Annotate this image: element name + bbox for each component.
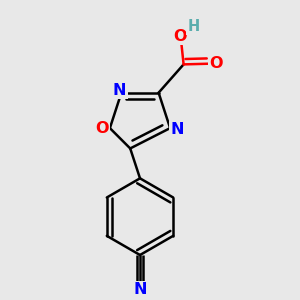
Text: N: N bbox=[133, 282, 147, 297]
Text: H: H bbox=[188, 19, 200, 34]
Text: N: N bbox=[171, 122, 184, 137]
Text: O: O bbox=[209, 56, 223, 71]
Text: O: O bbox=[173, 29, 186, 44]
Text: N: N bbox=[113, 82, 127, 98]
Text: O: O bbox=[95, 121, 108, 136]
